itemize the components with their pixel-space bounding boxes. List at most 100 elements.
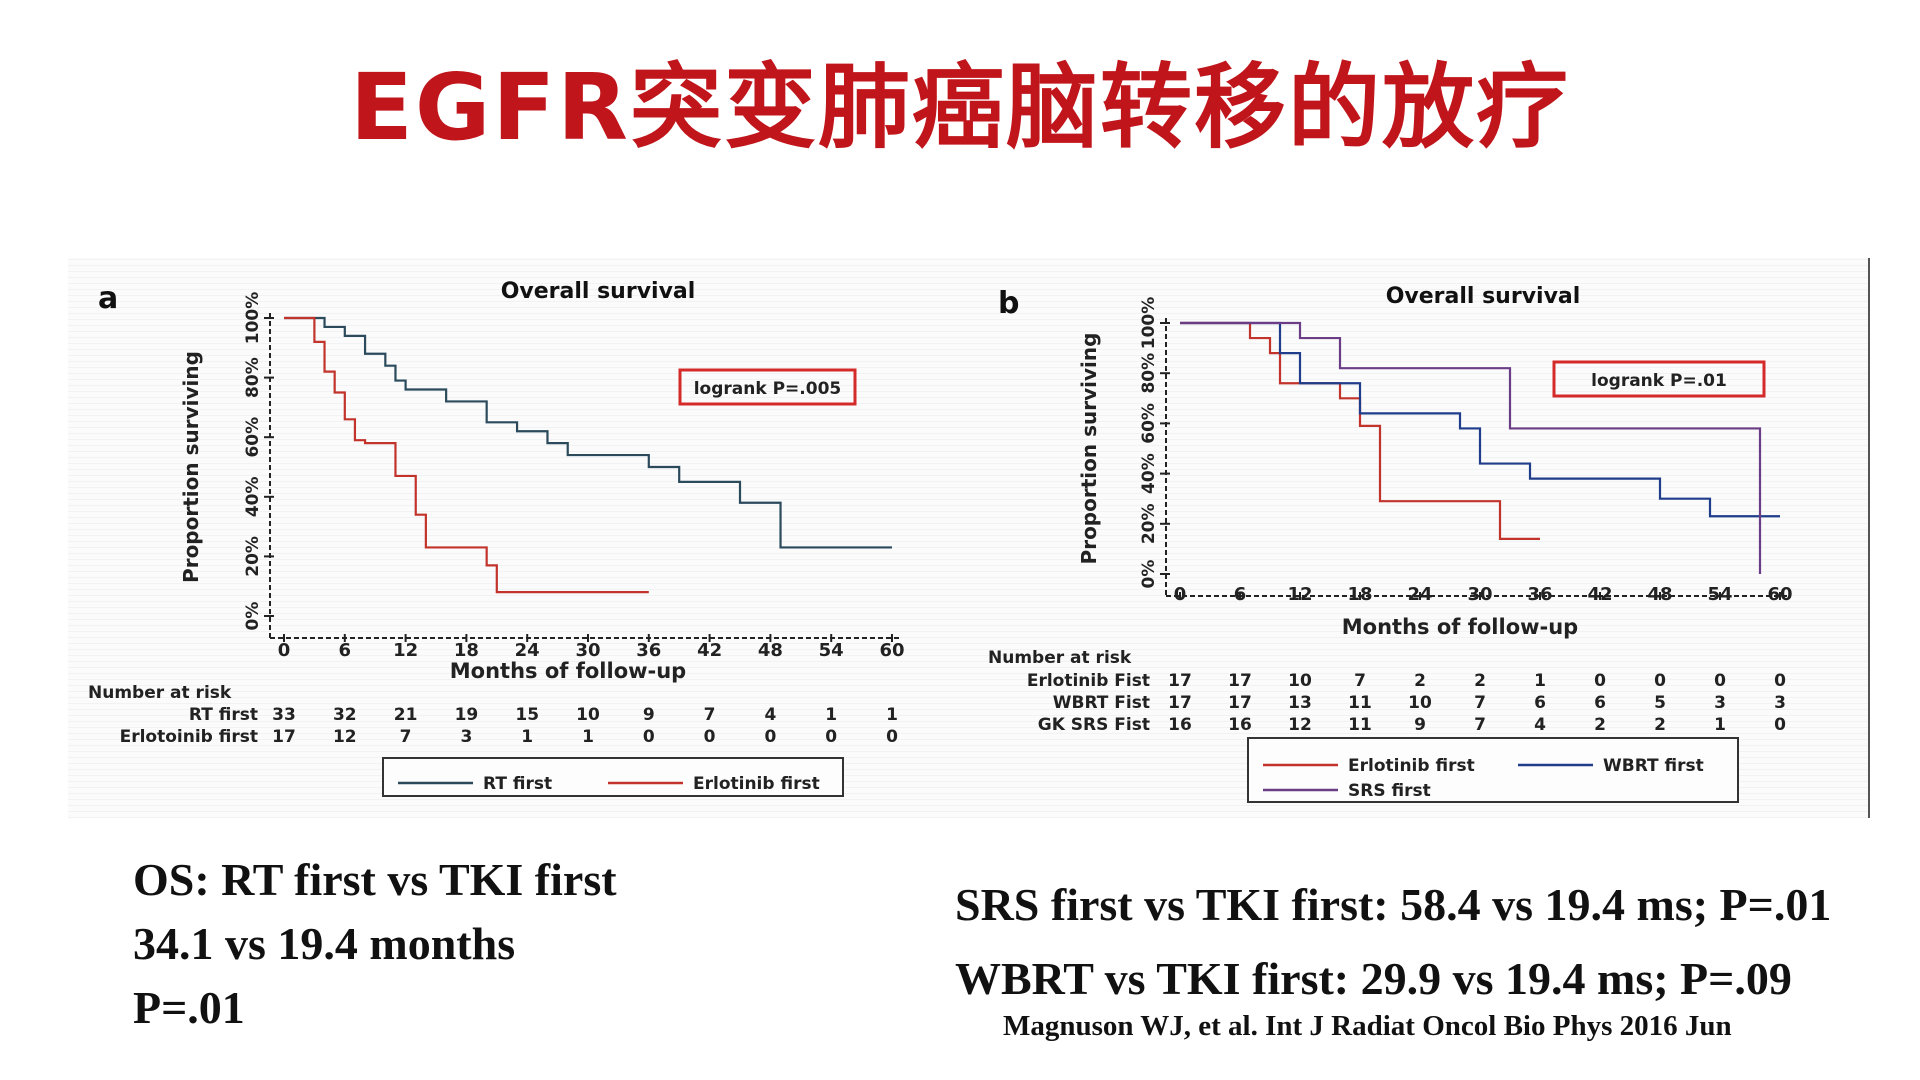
logrank-box-a [678, 368, 857, 406]
risk-value-a: 17 [272, 727, 296, 747]
risk-table-header-b: Number at risk [988, 648, 1132, 668]
risk-value-b: 0 [1714, 671, 1726, 691]
risk-value-b: 9 [1414, 715, 1426, 735]
y-tick-label-a: 20% [243, 536, 263, 577]
survival-curves-svg: a Overall survival 0% 20% 40% 60% 80% 100% Propo… [88, 279, 1793, 803]
x-axis-label-b: Months of follow-up [1342, 615, 1578, 639]
caption-left-line-1: OS: RT first vs TKI first [133, 854, 617, 905]
y-tick-label-b: 60% [1139, 403, 1159, 444]
legend-label-b: WBRT first [1603, 756, 1704, 776]
risk-value-b: 12 [1288, 715, 1312, 735]
chart-title-a: Overall survival [501, 279, 696, 304]
x-axis-label-a: Months of follow-up [450, 659, 686, 683]
risk-value-b: 0 [1774, 671, 1786, 691]
legend-label-b: Erlotinib first [1348, 756, 1475, 776]
risk-value-b: 6 [1594, 693, 1606, 713]
x-tick-label-b: 54 [1707, 584, 1732, 605]
legend-label-a: Erlotinib first [693, 774, 820, 794]
legend-label-b: SRS first [1348, 781, 1431, 801]
risk-value-a: 0 [825, 727, 837, 747]
y-tick-label-b: 100% [1139, 297, 1159, 350]
logrank-label-a: logrank P=.005 [694, 379, 842, 399]
risk-value-b: 2 [1594, 715, 1606, 735]
risk-table-header-a: Number at risk [88, 683, 232, 703]
x-tick-label-a: 6 [339, 640, 352, 661]
chart-title-b: Overall survival [1386, 284, 1581, 309]
risk-value-b: 10 [1288, 671, 1312, 691]
survival-curve-a-0 [284, 316, 892, 549]
risk-value-b: 2 [1654, 715, 1666, 735]
risk-value-a: 12 [333, 727, 357, 747]
risk-value-b: 3 [1714, 693, 1726, 713]
risk-value-a: 1 [521, 727, 533, 747]
risk-value-a: 0 [704, 727, 716, 747]
risk-value-b: 16 [1168, 715, 1192, 735]
legend-box-a [382, 757, 844, 797]
risk-value-a: 0 [886, 727, 898, 747]
risk-row-label-b: WBRT Fist [1053, 693, 1150, 713]
risk-value-a: 1 [886, 705, 898, 725]
y-tick-label-b: 20% [1139, 503, 1159, 544]
risk-value-b: 11 [1348, 693, 1372, 713]
risk-value-a: 7 [400, 727, 412, 747]
risk-value-a: 21 [394, 705, 418, 725]
risk-row-label-b: Erlotinib Fist [1027, 671, 1150, 691]
risk-value-a: 0 [643, 727, 655, 747]
risk-value-a: 15 [515, 705, 539, 725]
risk-value-a: 33 [272, 705, 296, 725]
legend-box-b [1247, 737, 1739, 803]
x-tick-label-a: 12 [393, 640, 418, 661]
risk-row-label-a: Erlotoinib first [120, 727, 258, 747]
risk-value-b: 17 [1168, 693, 1192, 713]
y-tick-label-a: 80% [243, 357, 263, 398]
y-tick-label-b: 40% [1139, 453, 1159, 494]
survival-curve-b-1 [1180, 321, 1780, 518]
risk-value-b: 17 [1168, 671, 1192, 691]
x-tick-label-b: 48 [1647, 584, 1672, 605]
panel-label-b: b [998, 286, 1019, 321]
y-tick-label-a: 100% [243, 292, 263, 345]
slide-title: EGFR突变肺癌脑转移的放疗 [349, 54, 1571, 161]
risk-value-b: 0 [1774, 715, 1786, 735]
risk-value-b: 0 [1654, 671, 1666, 691]
x-tick-label-a: 18 [454, 640, 479, 661]
risk-value-b: 7 [1474, 693, 1486, 713]
caption-left-line-3: P=.01 [133, 982, 245, 1033]
logrank-box-b [1552, 360, 1766, 398]
x-tick-label-b: 18 [1347, 584, 1372, 605]
x-tick-label-a: 36 [636, 640, 661, 661]
y-tick-label-a: 0% [243, 602, 263, 631]
caption-right-line-1: SRS first vs TKI first: 58.4 vs 19.4 ms;… [955, 879, 1832, 930]
caption-right: SRS first vs TKI first: 58.4 vs 19.4 ms;… [955, 868, 1831, 1016]
risk-value-a: 9 [643, 705, 655, 725]
x-tick-label-b: 60 [1767, 584, 1792, 605]
risk-value-b: 13 [1288, 693, 1312, 713]
risk-value-b: 4 [1534, 715, 1546, 735]
panel-label-a: a [98, 281, 118, 316]
risk-value-a: 10 [576, 705, 600, 725]
x-tick-label-b: 42 [1587, 584, 1612, 605]
risk-value-b: 3 [1774, 693, 1786, 713]
y-axis-label-a: Proportion surviving [179, 351, 203, 583]
risk-value-b: 5 [1654, 693, 1666, 713]
x-tick-label-a: 48 [758, 640, 783, 661]
risk-value-b: 10 [1408, 693, 1432, 713]
survival-figure: a Overall survival 0% 20% 40% 60% 80% 100% Propo… [68, 258, 1870, 818]
y-tick-label-b: 80% [1139, 353, 1159, 394]
x-tick-label-a: 54 [819, 640, 844, 661]
risk-value-b: 11 [1348, 715, 1372, 735]
risk-value-b: 1 [1714, 715, 1726, 735]
x-tick-label-a: 24 [515, 640, 540, 661]
x-tick-label-a: 60 [879, 640, 904, 661]
risk-value-a: 19 [455, 705, 479, 725]
x-tick-label-a: 0 [278, 640, 291, 661]
risk-value-a: 1 [582, 727, 594, 747]
x-tick-label-a: 42 [697, 640, 722, 661]
risk-value-b: 2 [1474, 671, 1486, 691]
risk-value-a: 0 [764, 727, 776, 747]
x-tick-label-b: 0 [1174, 584, 1187, 605]
caption-right-line-2: WBRT vs TKI first: 29.9 vs 19.4 ms; P=.0… [955, 953, 1792, 1004]
y-tick-label-a: 40% [243, 476, 263, 517]
x-tick-label-b: 30 [1467, 584, 1492, 605]
logrank-label-b: logrank P=.01 [1591, 371, 1727, 391]
